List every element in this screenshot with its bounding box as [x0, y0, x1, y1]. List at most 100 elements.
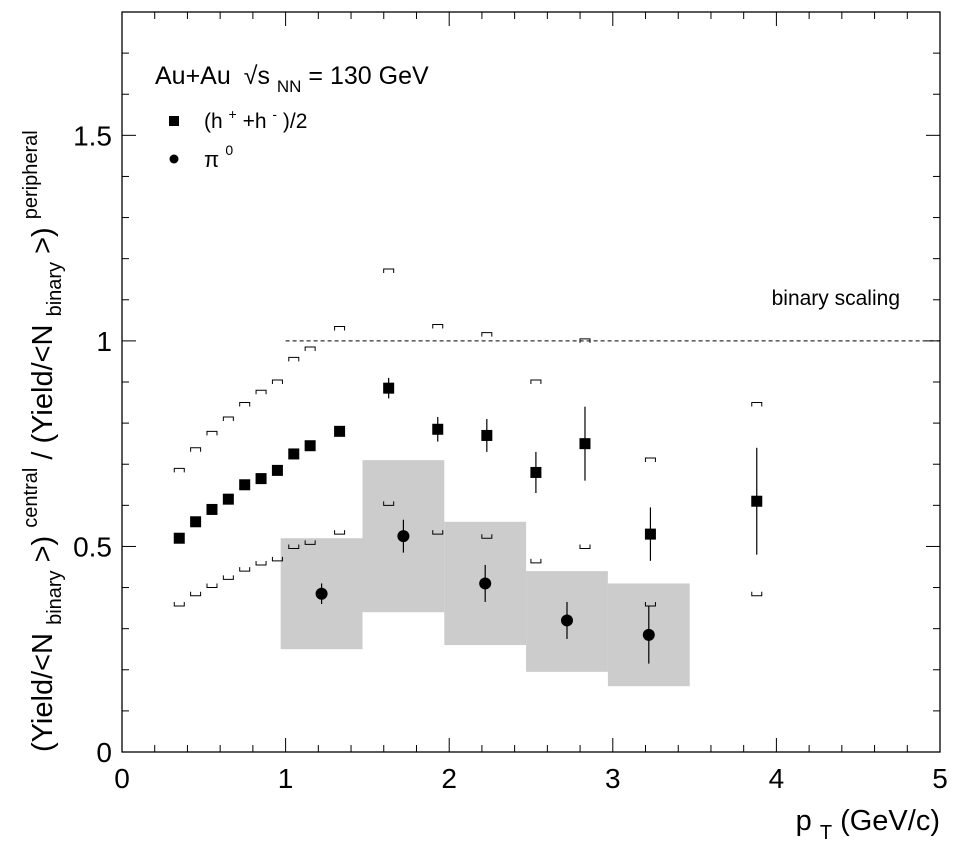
hadron-sys-lower-11 — [432, 530, 444, 535]
pi0-point-3 — [560, 614, 573, 627]
y-tick-label-2: 1 — [96, 326, 112, 357]
pi0-point-1 — [397, 530, 410, 543]
hadron-sys-lower-9 — [334, 530, 346, 535]
hadron-sys-lower-5 — [255, 560, 267, 566]
hadron-sys-upper-16 — [751, 402, 763, 407]
legend-hadrons-sup-a: + — [229, 106, 237, 122]
hadron-sys-upper-4 — [239, 402, 251, 407]
hadron-point-8 — [304, 440, 316, 452]
hadron-point-14 — [579, 438, 591, 450]
hadron-point-6 — [271, 464, 283, 476]
hadron-sys-lower-12 — [481, 534, 493, 539]
x-tick-label-0: 0 — [114, 763, 130, 794]
y-tick-label-3: 1.5 — [73, 120, 112, 151]
hadron-sys-upper-0 — [173, 467, 185, 473]
hadron-sys-upper-10 — [383, 268, 395, 273]
y-axis-label-part4: >) — [27, 227, 59, 254]
x-tick-label-4: 4 — [769, 763, 785, 794]
hadron-point-7 — [288, 448, 300, 460]
hadron-sys-lower-8 — [304, 540, 316, 545]
hadron-point-0 — [173, 532, 185, 544]
hadron-point-5 — [255, 473, 267, 485]
legend-hadrons-sup-b: - — [272, 106, 277, 122]
hadron-sys-lower-0 — [173, 602, 185, 607]
hadron-point-4 — [239, 479, 251, 491]
hadron-sys-lower-16 — [751, 591, 763, 597]
hadron-sys-upper-1 — [190, 447, 202, 452]
hadron-sys-lower-3 — [222, 575, 234, 580]
y-axis-label-sub1: binary — [44, 570, 66, 624]
binary-scaling-label: binary scaling — [772, 287, 900, 310]
hadron-point-15 — [644, 528, 656, 540]
x-axis-label: p T (GeV/c) — [796, 805, 940, 846]
hadron-point-11 — [432, 423, 444, 435]
legend-marker-circle — [169, 154, 179, 164]
hadron-point-12 — [481, 429, 493, 441]
x-tick-label-2: 2 — [441, 763, 457, 794]
legend-hadrons-c: )/2 — [283, 110, 308, 133]
hadron-sys-lower-1 — [190, 591, 202, 597]
hadron-point-2 — [206, 503, 218, 515]
hadron-sys-upper-7 — [288, 356, 300, 362]
data-markers — [173, 382, 763, 641]
annotation-energy-value: = 130 GeV — [308, 62, 429, 90]
hadron-point-9 — [334, 425, 346, 437]
hadron-sys-lower-10 — [383, 501, 395, 506]
annotation-system: Au+Au — [155, 62, 231, 90]
hadron-sys-upper-2 — [206, 430, 218, 436]
hadron-sys-upper-5 — [255, 389, 267, 395]
hadron-point-16 — [751, 495, 763, 507]
legend-label-hadrons: (h + +h - )/2 — [204, 101, 307, 133]
legend-marker-square — [169, 116, 179, 126]
hadron-point-10 — [383, 382, 395, 394]
hadron-sys-upper-8 — [304, 346, 316, 352]
legend-pi0-sup: 0 — [225, 142, 233, 158]
hadron-sys-upper-11 — [432, 323, 444, 329]
axis-ticks — [121, 11, 941, 753]
y-axis-label-sub2: binary — [44, 262, 66, 316]
hadron-sys-upper-3 — [222, 416, 234, 421]
hadron-sys-upper-12 — [481, 332, 493, 337]
pi0-point-0 — [315, 587, 328, 600]
hadron-sys-upper-13 — [530, 379, 542, 384]
y-axis-label-sup1: central — [20, 468, 42, 528]
axis-tick-labels: 0 1 2 3 4 5 0 0.5 1 1.5 — [73, 120, 948, 794]
pi0-point-2 — [479, 577, 492, 590]
hadron-sys-upper-15 — [644, 457, 656, 463]
collision-annotation: Au+Au √s NN = 130 GeV — [155, 62, 429, 98]
hadron-systematic-brackets — [173, 268, 763, 607]
y-axis-label-slash: / — [27, 444, 59, 460]
y-axis-label: (Yield/<N binary >) central / (Yield/<N … — [12, 130, 68, 752]
annotation-energy-label: √s — [244, 62, 270, 90]
y-tick-label-0: 0 — [96, 737, 112, 768]
y-axis-label-sup2: peripheral — [20, 130, 42, 219]
legend-label-pi0: π 0 — [204, 142, 233, 172]
y-axis-label-part2: >) — [27, 536, 59, 563]
annotation-energy-sub: NN — [277, 77, 302, 96]
hadron-sys-lower-14 — [579, 544, 591, 549]
hadron-sys-lower-7 — [288, 544, 300, 549]
hadron-sys-lower-6 — [271, 556, 283, 562]
hadron-sys-lower-13 — [530, 558, 542, 564]
hadron-sys-lower-15 — [644, 602, 656, 607]
pi0-point-4 — [642, 628, 655, 641]
hadron-point-13 — [530, 466, 542, 478]
hadron-point-1 — [190, 516, 202, 528]
x-tick-label-3: 3 — [605, 763, 621, 794]
legend-hadrons-a: (h — [204, 110, 223, 133]
legend-pi0-a: π — [204, 147, 219, 172]
hadron-sys-upper-6 — [271, 379, 283, 384]
y-axis-label-part3: (Yield/<N — [27, 324, 59, 443]
x-axis-label-rest: (GeV/c) — [840, 805, 940, 837]
hadron-sys-lower-2 — [206, 583, 218, 589]
y-axis-label-part1: (Yield/<N — [27, 633, 59, 752]
x-tick-label-1: 1 — [278, 763, 294, 794]
legend: (h + +h - )/2 π 0 — [169, 101, 307, 172]
x-axis-label-main: p — [796, 805, 812, 837]
legend-hadrons-b: +h — [243, 110, 267, 133]
x-axis-label-sub: T — [820, 822, 832, 844]
hadron-point-3 — [222, 493, 234, 505]
hadron-sys-upper-9 — [334, 326, 346, 331]
hadron-sys-upper-14 — [579, 338, 591, 343]
